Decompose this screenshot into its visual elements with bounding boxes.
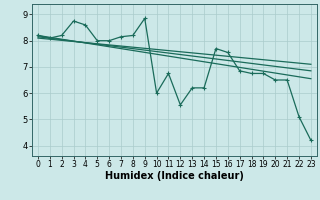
X-axis label: Humidex (Indice chaleur): Humidex (Indice chaleur) (105, 171, 244, 181)
